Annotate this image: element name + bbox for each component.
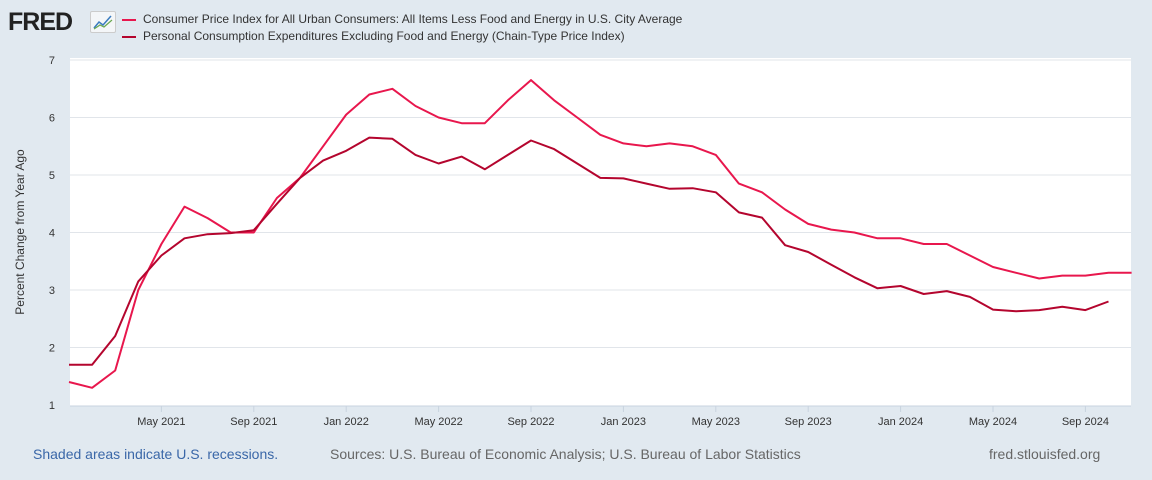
y-axis-label: Percent Change from Year Ago [13,149,27,315]
recessions-link[interactable]: Shaded areas indicate U.S. recessions. [33,446,279,462]
x-tick-label: Sep 2021 [230,416,277,428]
chart-legend: Consumer Price Index for All Urban Consu… [122,11,682,45]
fred-graph-icon [90,11,116,33]
sources-text: Sources: U.S. Bureau of Economic Analysi… [330,446,801,462]
y-tick-label: 4 [49,228,55,240]
y-tick-label: 2 [49,343,55,355]
x-tick-label: Sep 2024 [1062,416,1109,428]
x-tick-label: Jan 2022 [324,416,369,428]
y-tick-label: 5 [49,170,55,182]
legend-swatch [122,35,136,38]
y-tick-label: 6 [49,113,55,125]
fred-logo[interactable]: FRED [8,8,73,36]
legend-swatch [122,18,136,21]
series-line-pce [69,136,1109,366]
y-tick-label: 3 [49,285,55,297]
x-tick-label: Sep 2022 [507,416,554,428]
legend-label: Personal Consumption Expenditures Exclud… [143,29,625,43]
x-tick-label: May 2024 [969,416,1017,428]
y-tick-label: 7 [49,55,55,67]
x-tick-label: May 2021 [137,416,185,428]
series-line-cpi [68,79,1132,389]
legend-item-cpi[interactable]: Consumer Price Index for All Urban Consu… [122,11,682,28]
x-tick-label: Jan 2024 [878,416,923,428]
fred-site-link[interactable]: fred.stlouisfed.org [989,446,1101,462]
x-tick-label: May 2023 [692,416,740,428]
x-tick-label: May 2022 [414,416,462,428]
legend-item-pce[interactable]: Personal Consumption Expenditures Exclud… [122,28,682,45]
x-tick-label: Jan 2023 [601,416,646,428]
x-tick-label: Sep 2023 [785,416,832,428]
legend-label: Consumer Price Index for All Urban Consu… [143,12,683,26]
y-tick-label: 1 [49,400,55,412]
